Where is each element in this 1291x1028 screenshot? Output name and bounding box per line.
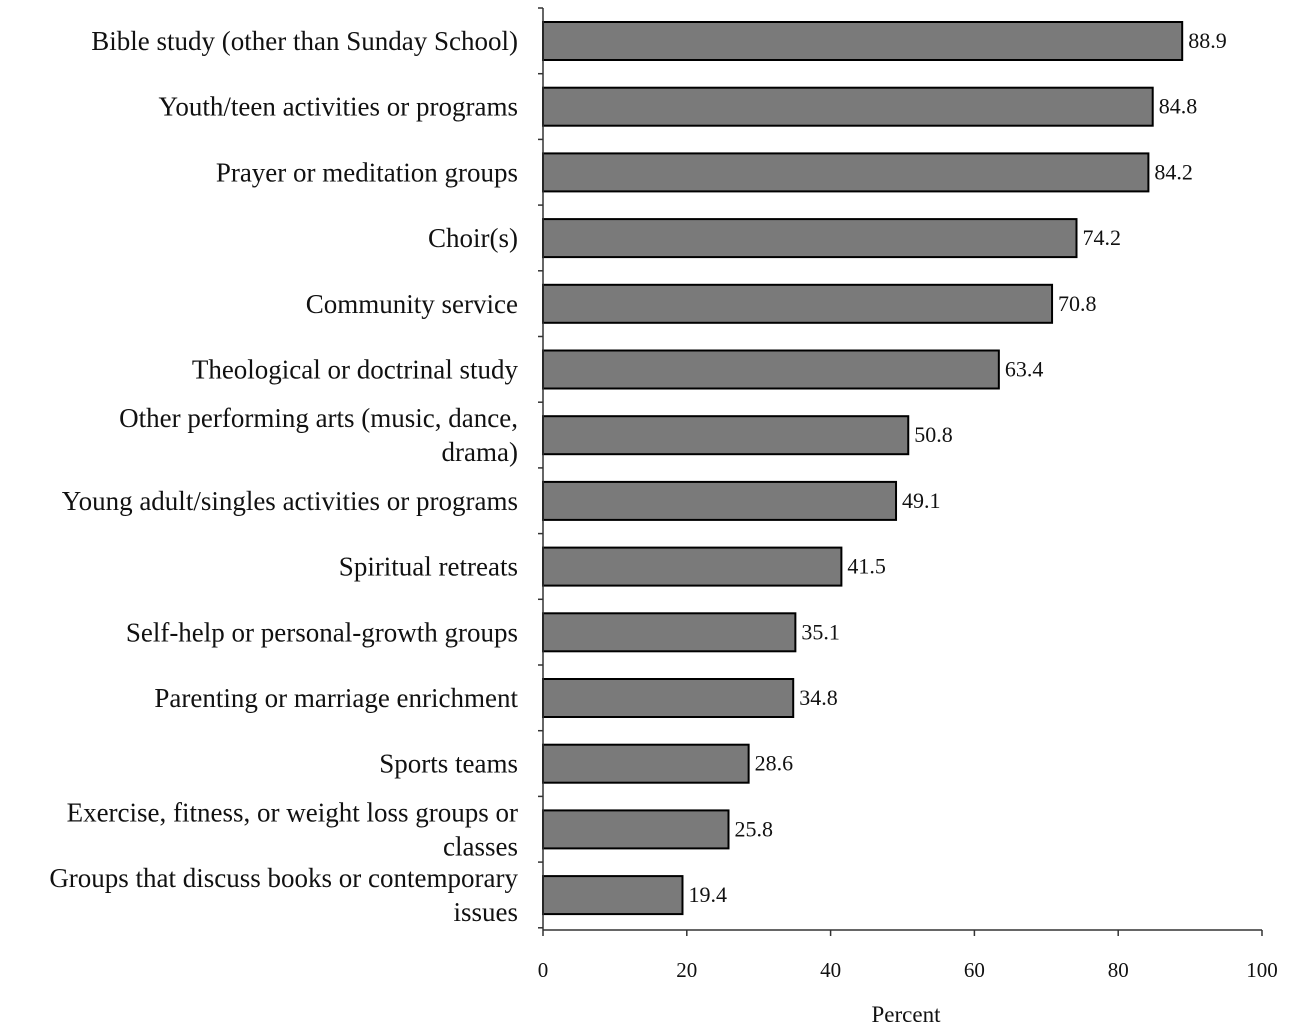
data-label: 34.8: [799, 685, 838, 710]
data-label: 70.8: [1058, 291, 1097, 316]
bars-group: [542, 21, 1184, 916]
bar: [542, 86, 1154, 127]
category-label: Community service: [306, 289, 518, 319]
category-labels-group: Bible study (other than Sunday School) Yo…: [49, 26, 518, 927]
category-label: Groups that discuss books or contemporar…: [49, 863, 518, 893]
value-labels-group: 88.9 84.8 84.2 74.2 70.8 63.4 50.8 49.1 41.5 35.1…: [688, 28, 1226, 907]
data-label: 63.4: [1005, 357, 1043, 382]
bar: [542, 152, 1150, 193]
data-label: 84.2: [1154, 159, 1193, 184]
data-label: 74.2: [1082, 225, 1121, 250]
data-label: 50.8: [914, 422, 953, 447]
category-label: Sports teams: [379, 749, 518, 779]
x-tick-label: 100: [1246, 958, 1278, 982]
bar: [542, 21, 1184, 61]
data-label: 88.9: [1188, 28, 1227, 53]
category-label: Prayer or meditation groups: [216, 157, 518, 187]
bar: [542, 283, 1054, 324]
category-label: Youth/teen activities or programs: [159, 92, 518, 122]
data-label: 25.8: [735, 816, 774, 841]
x-tick-label: 60: [964, 958, 985, 982]
bar: [542, 546, 843, 587]
data-label: 35.1: [801, 619, 840, 644]
category-label: Theological or doctrinal study: [192, 355, 519, 385]
bar: [542, 678, 795, 718]
bar: [542, 612, 797, 653]
data-label: 41.5: [847, 554, 886, 579]
bar: [542, 218, 1078, 259]
data-label: 19.4: [688, 882, 727, 907]
x-tick-label: 20: [676, 958, 697, 982]
data-label: 49.1: [902, 488, 941, 513]
bar: [542, 480, 898, 521]
category-label: Spiritual retreats: [339, 552, 518, 582]
category-label: Exercise, fitness, or weight loss groups…: [67, 797, 518, 827]
bar: [542, 349, 1000, 390]
data-label: 84.8: [1159, 94, 1198, 119]
axes-group: 0 20 40 60 80 100: [538, 7, 1278, 982]
category-label: drama): [442, 437, 518, 467]
category-label: issues: [453, 897, 518, 927]
category-label: Self-help or personal-growth groups: [126, 617, 518, 647]
data-label: 28.6: [755, 751, 794, 776]
category-label: Bible study (other than Sunday School): [91, 26, 518, 56]
category-label: Other performing arts (music, dance,: [119, 403, 518, 433]
bar: [542, 809, 730, 850]
bar: [542, 875, 684, 916]
bar: [542, 743, 750, 784]
bar: [542, 415, 910, 456]
x-tick-label: 40: [820, 958, 841, 982]
category-label: classes: [443, 831, 518, 861]
category-label: Choir(s): [428, 223, 518, 253]
x-tick-label: 80: [1108, 958, 1129, 982]
x-tick-label: 0: [538, 958, 549, 982]
category-label: Parenting or marriage enrichment: [154, 683, 518, 713]
category-label: Young adult/singles activities or progra…: [62, 486, 518, 516]
x-axis-title: Percent: [872, 1002, 942, 1027]
